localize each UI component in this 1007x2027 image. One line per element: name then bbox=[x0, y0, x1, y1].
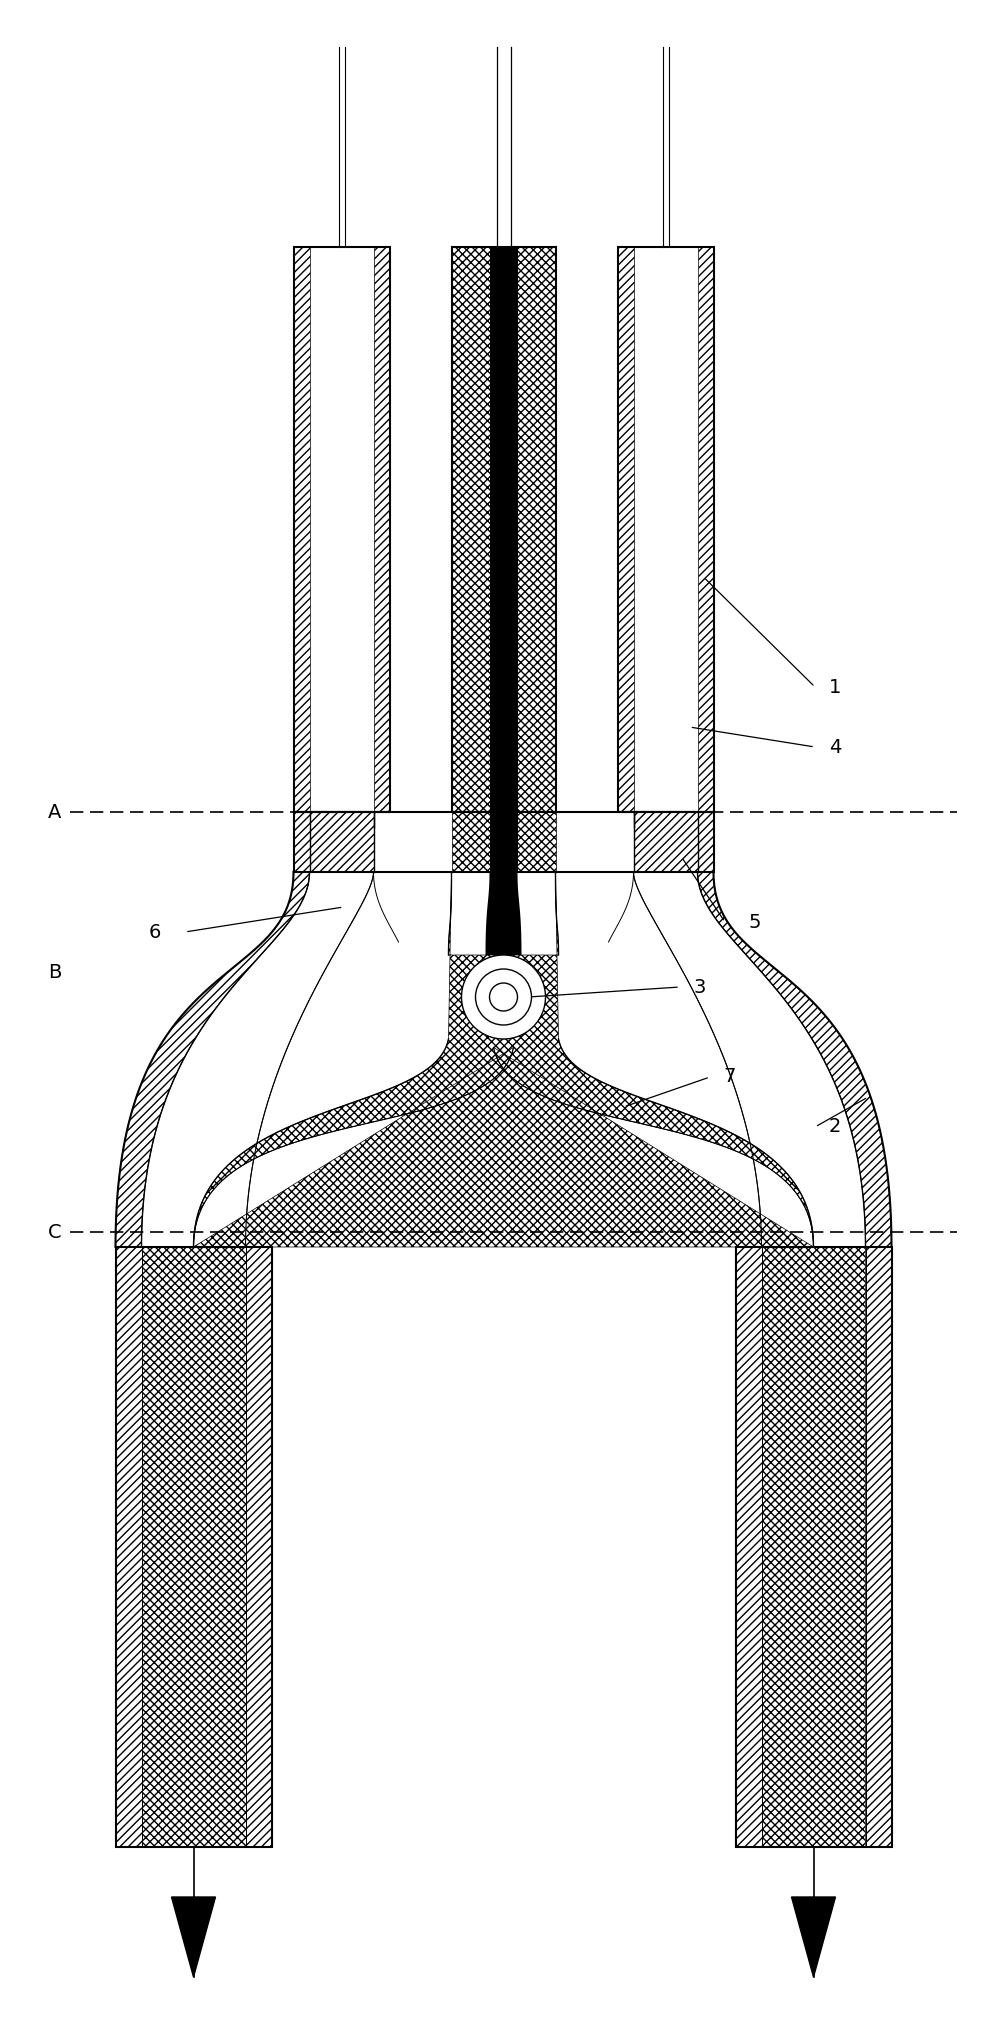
Text: 4: 4 bbox=[829, 738, 841, 756]
Polygon shape bbox=[193, 872, 814, 1247]
Polygon shape bbox=[698, 872, 891, 1247]
Bar bbox=[761, 1247, 865, 1847]
Polygon shape bbox=[293, 813, 374, 872]
Polygon shape bbox=[792, 1897, 836, 1976]
Polygon shape bbox=[142, 872, 374, 1247]
Polygon shape bbox=[735, 1247, 761, 1847]
Polygon shape bbox=[698, 247, 714, 813]
Polygon shape bbox=[374, 247, 390, 813]
Polygon shape bbox=[142, 1247, 246, 1847]
Bar bbox=[293, 813, 714, 872]
Bar bbox=[116, 1247, 272, 1847]
Polygon shape bbox=[246, 1247, 272, 1847]
Text: B: B bbox=[48, 963, 61, 981]
Polygon shape bbox=[617, 247, 633, 813]
Bar bbox=[489, 813, 518, 872]
Text: 1: 1 bbox=[829, 677, 841, 697]
Polygon shape bbox=[116, 872, 309, 1247]
Bar bbox=[116, 1247, 272, 1847]
Text: 2: 2 bbox=[829, 1117, 841, 1137]
Bar bbox=[293, 247, 390, 813]
Text: 5: 5 bbox=[749, 912, 761, 932]
Text: 3: 3 bbox=[694, 977, 706, 997]
Text: 6: 6 bbox=[149, 922, 161, 941]
Circle shape bbox=[475, 969, 532, 1026]
Bar bbox=[451, 247, 556, 813]
Bar bbox=[735, 1247, 891, 1847]
Text: C: C bbox=[48, 1222, 61, 1241]
Polygon shape bbox=[633, 813, 714, 872]
Circle shape bbox=[461, 955, 546, 1040]
Circle shape bbox=[489, 983, 518, 1011]
Polygon shape bbox=[633, 872, 865, 1247]
Text: A: A bbox=[48, 803, 61, 821]
Bar bbox=[293, 813, 714, 872]
Bar bbox=[142, 1247, 246, 1847]
Polygon shape bbox=[451, 813, 556, 872]
Polygon shape bbox=[293, 247, 309, 813]
Bar bbox=[735, 1247, 891, 1847]
Polygon shape bbox=[451, 247, 556, 813]
Polygon shape bbox=[865, 1247, 891, 1847]
Polygon shape bbox=[761, 1247, 865, 1847]
Polygon shape bbox=[116, 1247, 142, 1847]
Polygon shape bbox=[485, 872, 522, 955]
Text: 7: 7 bbox=[724, 1068, 736, 1086]
Bar bbox=[617, 247, 714, 813]
Polygon shape bbox=[171, 1897, 215, 1976]
Bar bbox=[489, 247, 518, 813]
